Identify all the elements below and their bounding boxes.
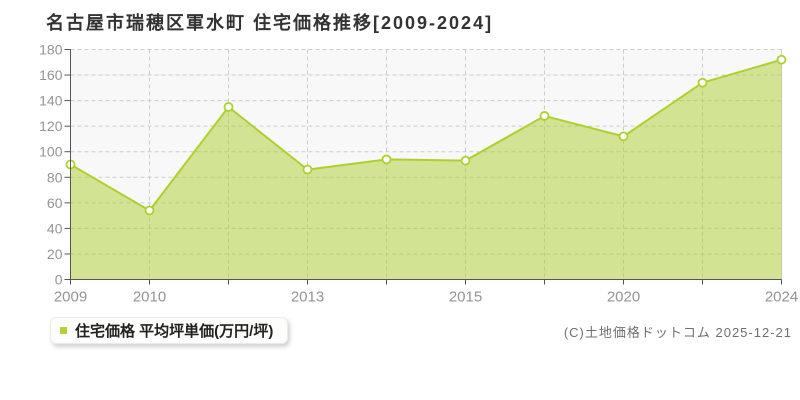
x-tick-label: 2010 [133,289,166,306]
y-tick-label: 120 [39,118,63,134]
data-point [381,154,392,165]
data-point [302,164,313,175]
x-tick-label: 2020 [607,289,640,306]
legend-series-label: 住宅価格 平均坪単価(万円/坪) [75,323,274,340]
data-point [776,54,787,65]
page-title: 名古屋市瑞穂区軍水町 住宅価格推移[2009-2024] [46,13,494,33]
price-trend-chart: 0 20 40 60 80 100 120 140 160 180 2009 2010 2013 2015… [39,42,798,306]
legend: 住宅価格 平均坪単価(万円/坪) [50,317,289,344]
x-tick-label: 2024 [765,289,798,306]
data-point [697,77,708,88]
y-tick-label: 20 [47,246,63,262]
data-point [460,155,471,166]
data-point [144,205,155,216]
area-series [70,59,782,280]
data-point [618,131,629,142]
y-tick-label: 60 [47,195,63,211]
copyright-note: (C)土地価格ドットコム 2025-12-21 [563,325,792,340]
y-tick-label: 80 [47,169,63,185]
x-tick-label: 2013 [291,289,324,306]
x-tick-label: 2009 [54,289,87,306]
legend-marker-icon [60,327,67,334]
x-tick-label: 2015 [449,289,482,306]
data-point [539,111,550,121]
data-point [223,102,234,112]
y-tick-label: 180 [39,42,63,58]
y-tick-label: 140 [39,93,63,109]
y-tick-label: 100 [39,144,63,160]
y-tick-label: 0 [55,272,63,288]
y-tick-label: 160 [39,67,63,83]
series-line [69,58,783,212]
y-tick-label: 40 [47,220,63,236]
